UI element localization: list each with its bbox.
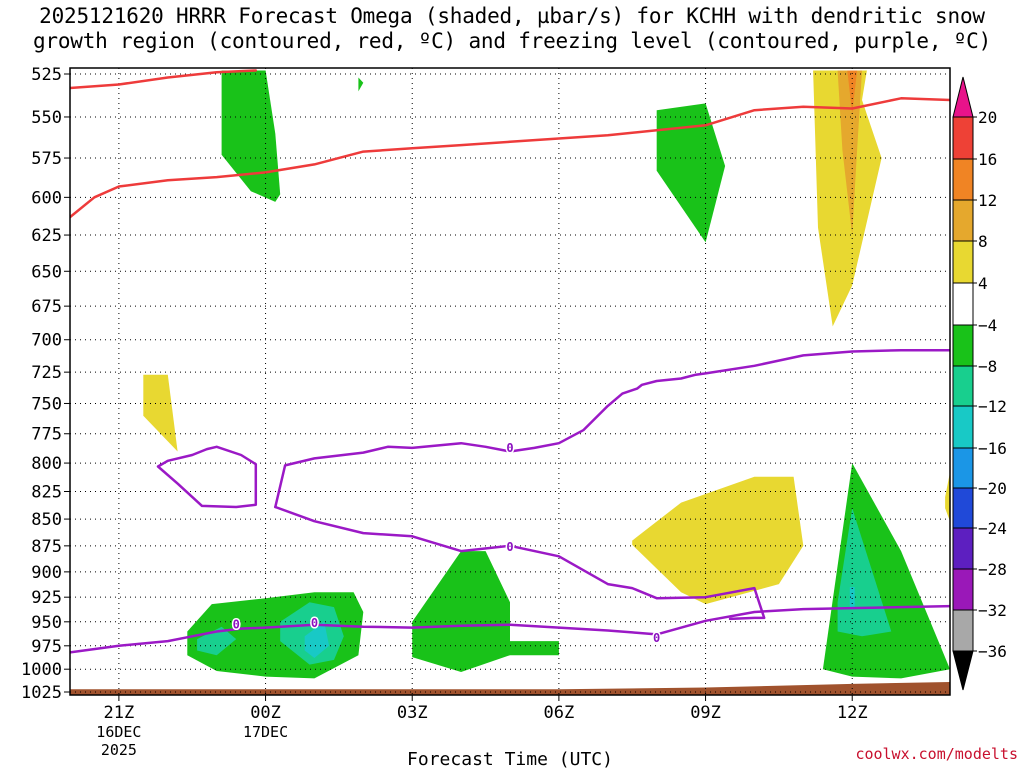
contour-line-1-1 bbox=[156, 445, 258, 509]
contour-layer bbox=[70, 69, 950, 654]
grid-layer bbox=[70, 68, 950, 695]
colorbar-bin-4 bbox=[952, 240, 974, 284]
y-tick-label-775: 775 bbox=[31, 425, 62, 445]
colorbar-bin-12 bbox=[952, 568, 974, 611]
y-tick-label-725: 725 bbox=[31, 363, 62, 383]
colorbar-arrow-top bbox=[952, 76, 974, 118]
x-tick-label-12Z: 12Z bbox=[837, 703, 868, 723]
y-tick-label-850: 850 bbox=[31, 510, 62, 530]
colorbar-bin-2 bbox=[952, 158, 974, 201]
omega-region-4 bbox=[837, 70, 862, 235]
ground-surface bbox=[70, 682, 950, 695]
omega-region-5 bbox=[847, 70, 858, 114]
colorbar-label-0: 20 bbox=[978, 108, 997, 127]
colorbar-label-13: −36 bbox=[978, 642, 1007, 661]
omega-region-13 bbox=[412, 551, 559, 672]
y-tick-label-975: 975 bbox=[31, 637, 62, 657]
contour-line-0-0 bbox=[70, 69, 258, 90]
y-tick-label-800: 800 bbox=[31, 454, 62, 474]
omega-region-3 bbox=[813, 70, 882, 327]
colorbar-bin-8 bbox=[952, 405, 974, 449]
omega-region-16 bbox=[849, 587, 855, 608]
x-tick-date-21Z-1: 2025 bbox=[101, 741, 137, 759]
colorbar-label-5: −4 bbox=[978, 316, 997, 335]
colorbar-bin-6 bbox=[952, 324, 974, 367]
y-tick-label-1000: 1000 bbox=[21, 660, 62, 680]
omega-region-12 bbox=[304, 621, 330, 658]
omega-region-0 bbox=[221, 70, 281, 202]
contour-line-1-2 bbox=[274, 348, 950, 509]
y-tick-label-675: 675 bbox=[31, 297, 62, 317]
colorbar: 20 16 12 8 4 −4 −8 −12 −16 −20 −24 −28 −32 −36 bbox=[952, 76, 1007, 691]
colorbar-label-2: 12 bbox=[978, 191, 997, 210]
y-tick-label-950: 950 bbox=[31, 613, 62, 633]
colorbar-label-1: 16 bbox=[978, 150, 997, 169]
contour-label-2: 0 bbox=[506, 540, 513, 554]
x-tick-label-06Z: 06Z bbox=[544, 703, 575, 723]
colorbar-label-8: −16 bbox=[978, 439, 1007, 458]
omega-region-10 bbox=[197, 626, 237, 656]
colorbar-bin-5 bbox=[952, 282, 974, 326]
colorbar-label-6: −8 bbox=[978, 357, 997, 376]
colorbar-label-11: −28 bbox=[978, 560, 1007, 579]
colorbar-label-12: −32 bbox=[978, 601, 1007, 620]
chart-title-line-1: 2025121620 HRRR Forecast Omega (shaded, … bbox=[39, 4, 985, 28]
y-tick-label-550: 550 bbox=[31, 108, 62, 128]
x-tick-label-00Z: 00Z bbox=[250, 703, 281, 723]
contour-label-3: 0 bbox=[506, 441, 513, 455]
omega-region-2 bbox=[656, 103, 726, 243]
colorbar-bin-10 bbox=[952, 487, 974, 529]
colorbar-bin-3 bbox=[952, 199, 974, 242]
y-tick-label-575: 575 bbox=[31, 149, 62, 169]
omega-shading-layer bbox=[70, 70, 950, 695]
axes-layer: 525 550 575 600 625 650 675 700 725 750 775 800 825 8… bbox=[21, 65, 868, 759]
credit-text: coolwx.com/modelts bbox=[855, 745, 1018, 763]
x-tick-date-21Z-0: 16DEC bbox=[96, 723, 141, 741]
y-tick-label-875: 875 bbox=[31, 537, 62, 557]
colorbar-bin-9 bbox=[952, 447, 974, 489]
y-tick-label-925: 925 bbox=[31, 588, 62, 608]
plot-frame bbox=[69, 67, 951, 696]
colorbar-bin-1 bbox=[952, 116, 974, 160]
contour-label-layer: 0 0 0 0 0 bbox=[231, 439, 662, 646]
colorbar-bin-7 bbox=[952, 365, 974, 407]
contour-line-1-0 bbox=[70, 604, 950, 654]
y-tick-label-600: 600 bbox=[31, 188, 62, 208]
y-tick-label-625: 625 bbox=[31, 226, 62, 246]
y-tick-label-700: 700 bbox=[31, 331, 62, 351]
colorbar-label-9: −20 bbox=[978, 479, 1007, 498]
chart-title-line-2: growth region (contoured, red, ºC) and f… bbox=[32, 29, 992, 53]
omega-region-8 bbox=[945, 472, 950, 522]
colorbar-label-7: −12 bbox=[978, 397, 1007, 416]
colorbar-label-3: 8 bbox=[978, 232, 988, 251]
colorbar-bin-13 bbox=[952, 609, 974, 652]
x-axis-title: Forecast Time (UTC) bbox=[407, 749, 613, 768]
omega-region-6 bbox=[143, 374, 178, 452]
contour-label-0: 0 bbox=[233, 618, 240, 632]
contour-line-0-1 bbox=[70, 97, 950, 219]
y-tick-label-650: 650 bbox=[31, 262, 62, 282]
y-tick-label-1025: 1025 bbox=[21, 683, 62, 703]
colorbar-bin-11 bbox=[952, 527, 974, 570]
x-tick-label-09Z: 09Z bbox=[690, 703, 721, 723]
contour-label-4: 0 bbox=[653, 631, 660, 645]
x-tick-label-03Z: 03Z bbox=[397, 703, 428, 723]
omega-region-1 bbox=[358, 77, 364, 92]
y-tick-label-750: 750 bbox=[31, 394, 62, 414]
y-tick-label-825: 825 bbox=[31, 482, 62, 502]
y-tick-label-525: 525 bbox=[31, 65, 62, 85]
x-tick-date-00Z-0: 17DEC bbox=[243, 723, 288, 741]
contour-line-1-3 bbox=[274, 505, 766, 621]
contour-label-1: 0 bbox=[311, 616, 318, 630]
omega-region-7 bbox=[632, 476, 804, 605]
colorbar-arrow-bottom bbox=[952, 650, 974, 691]
x-tick-label-21Z: 21Z bbox=[104, 703, 135, 723]
y-tick-label-900: 900 bbox=[31, 563, 62, 583]
colorbar-label-4: 4 bbox=[978, 274, 988, 293]
chart-title: 2025121620 HRRR Forecast Omega (shaded, … bbox=[0, 4, 1024, 54]
colorbar-label-10: −24 bbox=[978, 519, 1007, 538]
